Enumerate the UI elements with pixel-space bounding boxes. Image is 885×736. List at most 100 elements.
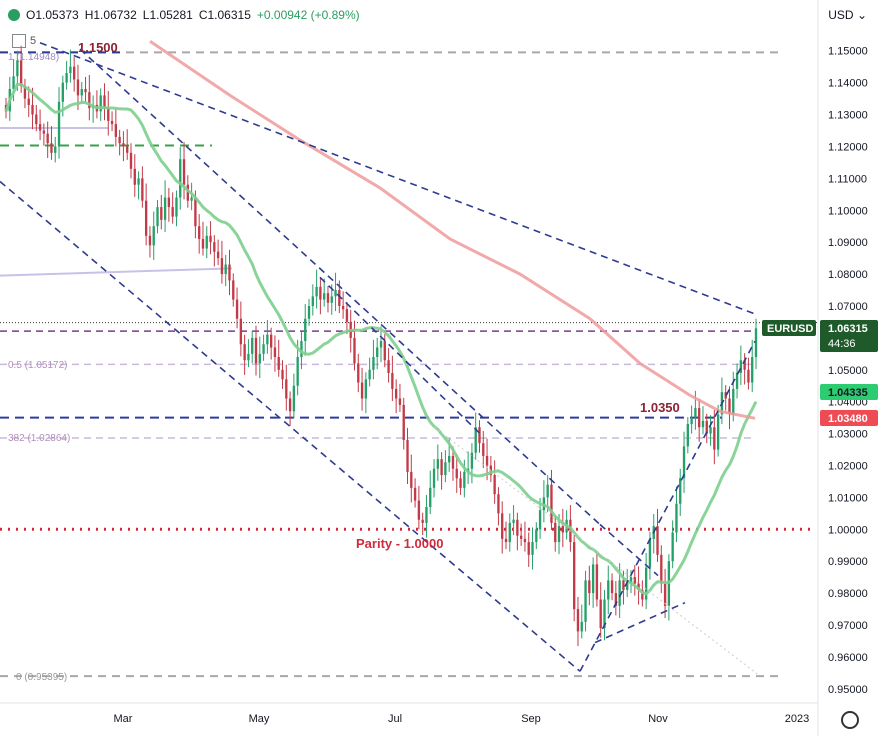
candle-body xyxy=(421,519,424,523)
candle-body xyxy=(46,133,49,144)
drawing-tool-badge[interactable]: 5 xyxy=(12,34,36,48)
candle-body xyxy=(42,130,46,134)
candle-body xyxy=(470,452,474,469)
candle-body xyxy=(429,487,432,507)
x-tick-label: Nov xyxy=(648,713,668,725)
candle-body xyxy=(194,197,197,227)
candle-body xyxy=(239,318,243,345)
channel-bottom xyxy=(0,180,581,672)
candle-body xyxy=(754,328,758,358)
candle-body xyxy=(732,388,735,415)
candle-body xyxy=(175,197,178,217)
candle-body xyxy=(31,104,34,115)
y-tick-label: 1.08000 xyxy=(828,269,868,281)
candle-body xyxy=(535,529,538,543)
candle-body xyxy=(493,475,496,495)
candle-body xyxy=(391,372,394,389)
candle-body xyxy=(54,146,57,153)
candle-body xyxy=(232,280,235,300)
candle-body xyxy=(675,503,678,533)
candle-body xyxy=(213,242,216,252)
candle-body xyxy=(751,357,754,383)
candle-body xyxy=(531,542,534,555)
candle-body xyxy=(357,363,360,383)
rising-support xyxy=(579,340,756,672)
candle-body xyxy=(133,168,136,185)
candle-body xyxy=(584,580,587,622)
bar-countdown: 44:36 xyxy=(828,338,856,350)
label-fib-382: 382 (1.02864) xyxy=(8,433,70,444)
candle-body xyxy=(171,207,174,217)
candle-body xyxy=(644,567,648,600)
sma-slow-tag xyxy=(820,410,878,426)
candle-body xyxy=(311,296,314,306)
candle-body xyxy=(80,89,83,96)
x-tick-label: Sep xyxy=(521,713,541,725)
candle-body xyxy=(190,197,193,201)
y-tick-label: 1.05000 xyxy=(828,365,868,377)
candle-body xyxy=(99,95,102,112)
candle-body xyxy=(546,484,549,498)
candle-body xyxy=(459,478,462,488)
y-tick-label: 1.10000 xyxy=(828,205,868,217)
y-tick-label: 0.96000 xyxy=(828,652,868,664)
ohlc-legend: O1.05373 H1.06732 L1.05281 C1.06315 +0.0… xyxy=(8,8,360,22)
candle-body xyxy=(610,580,614,594)
candle-body xyxy=(432,468,436,488)
candle-body xyxy=(508,522,511,543)
candle-body xyxy=(160,207,163,220)
currency-label: USD xyxy=(828,8,854,22)
fib-connector-line xyxy=(429,423,761,677)
candle-body xyxy=(705,420,708,434)
y-tick-label: 1.12000 xyxy=(828,141,868,153)
candle-body xyxy=(23,85,27,99)
candle-body xyxy=(254,337,258,364)
last-price-value: 1.06315 xyxy=(828,323,868,335)
candle-body xyxy=(648,538,652,568)
candle-body xyxy=(591,564,595,594)
candle-body xyxy=(728,398,731,415)
candle-body xyxy=(353,337,356,364)
candle-body xyxy=(629,577,633,584)
candle-body xyxy=(88,92,91,109)
candle-body xyxy=(735,372,739,389)
y-tick-label: 1.11000 xyxy=(828,173,867,185)
candle-body xyxy=(334,290,337,297)
candle-body xyxy=(258,353,261,364)
tool-count: 5 xyxy=(30,35,37,47)
candle-body xyxy=(360,382,364,399)
candle-body xyxy=(65,73,68,83)
currency-selector[interactable]: USD ⌄ xyxy=(828,8,867,22)
candle-body xyxy=(713,427,716,450)
candle-body xyxy=(103,95,106,109)
candle-body xyxy=(417,500,421,520)
sma-fast-line xyxy=(4,82,758,596)
candle-body xyxy=(341,305,345,310)
candle-body xyxy=(16,60,19,77)
label-fib-1: 1 (1.14948) xyxy=(8,52,59,63)
chevron-down-icon: ⌄ xyxy=(853,8,867,22)
candle-body xyxy=(288,398,292,412)
candle-body xyxy=(73,66,76,80)
rising-base xyxy=(594,601,686,644)
candle-body xyxy=(319,286,322,300)
channel-top-a xyxy=(79,48,601,526)
candle-body xyxy=(300,341,303,358)
candle-body xyxy=(716,414,720,450)
candle-body xyxy=(633,577,636,584)
candle-body xyxy=(580,621,583,632)
candle-body xyxy=(167,197,171,208)
candle-body xyxy=(679,478,682,504)
candle-body xyxy=(739,360,743,373)
gear-icon[interactable] xyxy=(841,711,859,729)
candle-body xyxy=(144,200,148,236)
candle-body xyxy=(179,159,182,198)
candle-body xyxy=(19,60,23,86)
candle-body xyxy=(338,290,341,306)
candle-body xyxy=(251,337,254,354)
candle-body xyxy=(516,519,519,536)
symbol-tag xyxy=(762,320,816,336)
sma-fast-value: 1.04335 xyxy=(828,387,868,399)
candle-body xyxy=(463,471,466,488)
